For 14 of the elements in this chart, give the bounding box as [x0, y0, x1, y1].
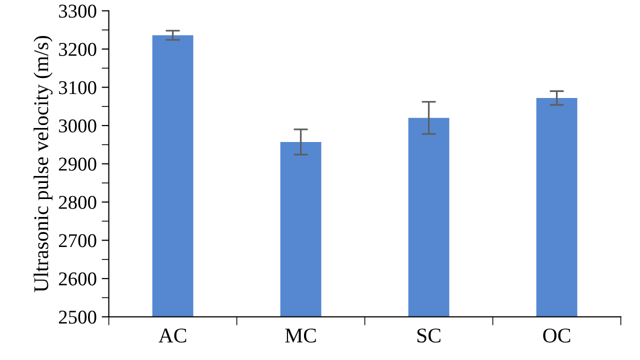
y-tick-label: 3100 [59, 81, 96, 94]
y-tick-label: 3200 [59, 42, 96, 56]
y-tick-label: 2900 [58, 158, 96, 171]
y-tick-label: 3300 [59, 4, 96, 18]
x-tick-label: SC [417, 328, 440, 343]
x-tick-label: OC [543, 328, 570, 343]
y-axis-title: Ultrasonic pulse velocity (m/s) [34, 36, 53, 292]
x-tick-label: AC [158, 328, 186, 343]
y-tick-label: 2800 [58, 196, 96, 209]
y-tick-label: 2700 [58, 234, 96, 248]
x-tick-label: MC [285, 328, 316, 343]
y-tick-label: 3000 [59, 119, 96, 132]
y-tick-label: 2500 [58, 310, 96, 324]
y-tick-label: 2600 [58, 272, 96, 286]
